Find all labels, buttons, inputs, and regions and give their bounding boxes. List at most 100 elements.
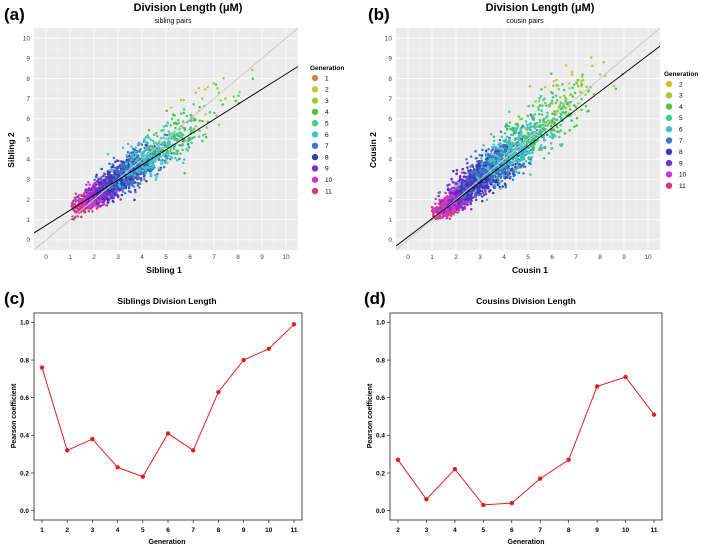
data-point	[147, 136, 150, 139]
data-point	[501, 144, 504, 148]
data-point	[91, 210, 94, 213]
legend-label: 10	[325, 177, 333, 184]
data-point	[466, 176, 469, 179]
data-point	[92, 191, 96, 195]
data-point	[78, 204, 82, 208]
data-point	[142, 175, 146, 178]
data-point	[161, 146, 164, 150]
data-point	[95, 189, 98, 193]
data-point	[117, 180, 121, 184]
data-point	[143, 149, 146, 153]
data-point	[170, 152, 173, 155]
data-point	[451, 195, 455, 198]
data-point	[102, 178, 106, 182]
data-point	[122, 182, 125, 186]
data-point	[118, 188, 121, 191]
data-point	[101, 197, 105, 201]
data-point	[502, 174, 505, 177]
data-point	[143, 178, 146, 181]
data-point	[460, 200, 463, 203]
chart-subtitle: cousin pairs	[506, 18, 544, 25]
data-point	[149, 168, 152, 172]
data-point	[496, 180, 499, 184]
data-point	[181, 143, 184, 146]
y-axis-label: Sibling 2	[6, 132, 16, 168]
data-point	[102, 192, 106, 196]
data-point	[474, 157, 478, 160]
data-point	[455, 189, 459, 193]
data-point	[149, 171, 152, 175]
data-point	[208, 110, 212, 114]
data-point	[213, 111, 216, 115]
data-point	[222, 76, 225, 80]
data-point	[72, 199, 76, 202]
data-point	[448, 190, 451, 194]
legend-label: 3	[325, 98, 329, 105]
data-point	[192, 102, 195, 106]
y-tick-label: 1	[26, 217, 30, 224]
data-point	[484, 190, 487, 194]
data-point	[456, 211, 460, 214]
data-point	[70, 205, 74, 208]
data-point	[110, 196, 114, 200]
data-point	[469, 202, 472, 206]
data-point	[511, 178, 515, 181]
points-layer	[34, 28, 298, 250]
data-point	[145, 179, 148, 183]
y-tick-label: 5	[26, 136, 30, 143]
data-point	[219, 98, 222, 102]
data-point	[507, 169, 511, 172]
data-point	[104, 176, 108, 179]
data-point	[504, 132, 507, 135]
data-point	[163, 161, 167, 164]
data-point	[491, 159, 494, 163]
legend-swatch	[311, 165, 319, 172]
y-tick-label: 9	[388, 56, 392, 63]
y-tick-label: 0	[26, 237, 30, 244]
data-point	[107, 176, 111, 180]
data-point	[475, 172, 478, 176]
y-tick-label: 5	[388, 136, 392, 143]
data-point	[108, 162, 111, 165]
data-point	[110, 168, 114, 171]
data-point	[120, 163, 123, 166]
data-point	[92, 203, 95, 207]
identity-line	[34, 28, 298, 250]
data-point	[111, 173, 115, 177]
data-point	[117, 166, 120, 170]
data-point	[177, 118, 180, 122]
data-point	[179, 132, 183, 135]
legend-label: 7	[325, 143, 329, 150]
data-point	[488, 155, 492, 158]
legend-swatch	[311, 74, 319, 82]
data-point	[465, 178, 469, 182]
data-point	[192, 119, 195, 122]
data-point	[452, 181, 455, 184]
x-tick-label: 1	[430, 254, 434, 261]
data-point	[165, 133, 169, 137]
data-point	[482, 172, 486, 175]
data-point	[430, 206, 434, 209]
data-point	[455, 172, 458, 176]
data-point	[492, 139, 496, 142]
data-point	[169, 149, 172, 152]
data-point	[476, 160, 479, 163]
data-point	[129, 164, 132, 168]
data-point	[454, 192, 457, 195]
data-point	[517, 171, 521, 175]
data-point	[87, 210, 90, 213]
data-point	[177, 122, 180, 125]
data-point	[203, 88, 207, 91]
data-point	[80, 215, 83, 219]
data-point	[449, 206, 452, 210]
data-point	[439, 206, 442, 210]
data-point	[89, 207, 93, 210]
data-point	[182, 111, 186, 115]
data-point	[145, 141, 149, 144]
data-point	[440, 204, 444, 208]
legend-swatch	[311, 120, 319, 127]
data-point	[190, 141, 193, 145]
data-point	[132, 159, 136, 162]
data-point	[474, 187, 478, 191]
data-point	[162, 136, 165, 139]
